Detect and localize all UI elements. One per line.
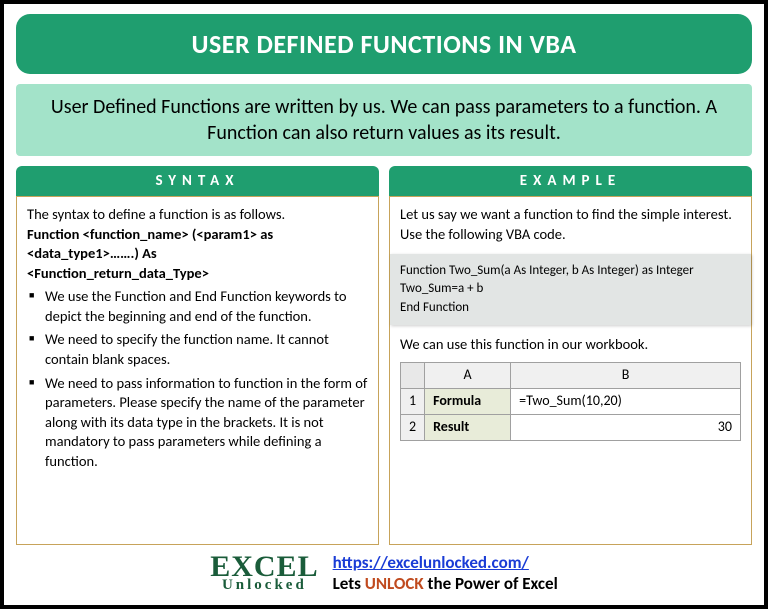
cell-value: 30	[511, 415, 741, 441]
code-box: Function Two_Sum(a As Integer, b As Inte…	[390, 254, 751, 325]
footer-links: https://excelunlocked.com/ Lets UNLOCK t…	[333, 552, 558, 594]
footer-url-link[interactable]: https://excelunlocked.com/	[333, 552, 529, 573]
page-title: USER DEFINED FUNCTIONS IN VBA	[16, 28, 752, 60]
footer: EXCEL Unlocked https://excelunlocked.com…	[16, 547, 752, 599]
logo: EXCEL Unlocked	[210, 554, 318, 592]
syntax-body: The syntax to define a function is as fo…	[16, 196, 379, 545]
syntax-header: SYNTAX	[16, 166, 379, 196]
cell-value: =Two_Sum(10,20)	[511, 389, 741, 415]
syntax-column: SYNTAX The syntax to define a function i…	[16, 166, 379, 545]
syntax-signature-line2: <Function_return_data_Type>	[27, 264, 368, 284]
col-header-a: A	[425, 363, 511, 389]
list-item: We use the Function and End Function key…	[27, 287, 368, 326]
code-line: Two_Sum=a + b	[400, 280, 741, 298]
table-corner	[401, 363, 425, 389]
intro-box: User Defined Functions are written by us…	[16, 84, 752, 156]
tag-pre: Lets	[333, 573, 365, 594]
spreadsheet-table: A B 1 Formula =Two_Sum(10,20) 2 Result 3…	[400, 362, 741, 441]
cell-label: Formula	[425, 389, 511, 415]
row-header: 1	[401, 389, 425, 415]
logo-bottom: Unlocked	[210, 579, 318, 592]
table-row: 1 Formula =Two_Sum(10,20)	[401, 389, 741, 415]
syntax-signature-line1: Function <function_name> (<param1> as <d…	[27, 225, 368, 264]
list-item: We need to specify the function name. It…	[27, 330, 368, 369]
tag-unlock: UNLOCK	[365, 573, 424, 594]
example-column: EXAMPLE Let us say we want a function to…	[389, 166, 752, 545]
table-row: 2 Result 30	[401, 415, 741, 441]
example-body: Let us say we want a function to find th…	[389, 196, 752, 545]
logo-top: EXCEL	[210, 554, 318, 580]
syntax-lead: The syntax to define a function is as fo…	[27, 205, 368, 225]
example-header: EXAMPLE	[389, 166, 752, 196]
example-intro: Let us say we want a function to find th…	[400, 205, 741, 244]
row-header: 2	[401, 415, 425, 441]
title-bar: USER DEFINED FUNCTIONS IN VBA	[16, 14, 752, 74]
syntax-bullet-list: We use the Function and End Function key…	[27, 287, 368, 471]
cell-label: Result	[425, 415, 511, 441]
col-header-b: B	[511, 363, 741, 389]
list-item: We need to pass information to function …	[27, 374, 368, 472]
code-line: Function Two_Sum(a As Integer, b As Inte…	[400, 262, 741, 280]
tag-post: the Power of Excel	[424, 573, 558, 594]
example-usage: We can use this function in our workbook…	[400, 335, 741, 355]
intro-text: User Defined Functions are written by us…	[34, 94, 734, 146]
footer-tagline: Lets UNLOCK the Power of Excel	[333, 573, 558, 594]
code-line: End Function	[400, 299, 741, 317]
